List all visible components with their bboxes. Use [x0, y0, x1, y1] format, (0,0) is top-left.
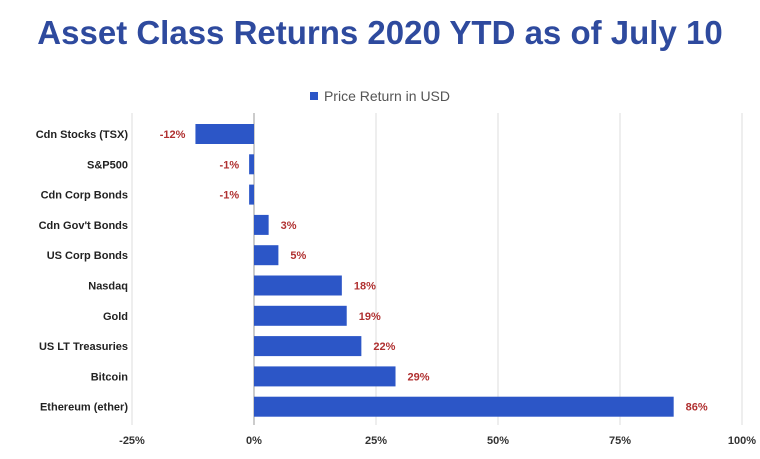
x-tick-label: 100%: [728, 435, 756, 447]
chart-title: Asset Class Returns 2020 YTD as of July …: [37, 14, 723, 51]
data-label: 3%: [281, 220, 297, 232]
bar: [254, 396, 674, 417]
x-tick-label: 50%: [487, 435, 509, 447]
data-label: -12%: [160, 129, 186, 141]
bar: [249, 184, 254, 205]
x-tick-label: -25%: [119, 435, 145, 447]
bar: [254, 245, 279, 266]
data-label: 19%: [359, 311, 381, 323]
bar: [254, 336, 362, 357]
bar: [195, 124, 254, 144]
data-label: -1%: [220, 190, 240, 202]
category-label: Cdn Gov't Bonds: [39, 220, 128, 232]
bar: [254, 305, 347, 326]
x-tick-label: 25%: [365, 435, 387, 447]
bar: [254, 366, 396, 387]
x-tick-label: 75%: [609, 435, 631, 447]
category-label: S&P500: [87, 159, 128, 171]
category-label: Bitcoin: [91, 371, 129, 383]
category-label: Gold: [103, 311, 128, 323]
bar: [249, 154, 254, 175]
category-label: US LT Treasuries: [39, 341, 128, 353]
data-label: 18%: [354, 281, 376, 293]
data-label: 22%: [373, 341, 395, 353]
data-label: -1%: [220, 159, 240, 171]
legend-swatch: [309, 92, 318, 101]
data-label: 5%: [290, 250, 306, 262]
category-label: Nasdaq: [88, 281, 128, 293]
category-label: Ethereum (ether): [40, 402, 128, 414]
bar: [254, 275, 342, 296]
legend-label: Price Return in USD: [323, 88, 451, 104]
category-label: US Corp Bonds: [47, 250, 128, 262]
data-label: 29%: [408, 371, 430, 383]
x-tick-label: 0%: [246, 435, 262, 447]
category-label: Cdn Corp Bonds: [41, 190, 128, 202]
data-label: 86%: [686, 402, 708, 414]
legend: Price Return in USD: [0, 88, 760, 104]
bar: [254, 214, 269, 235]
category-label: Cdn Stocks (TSX): [36, 129, 129, 141]
